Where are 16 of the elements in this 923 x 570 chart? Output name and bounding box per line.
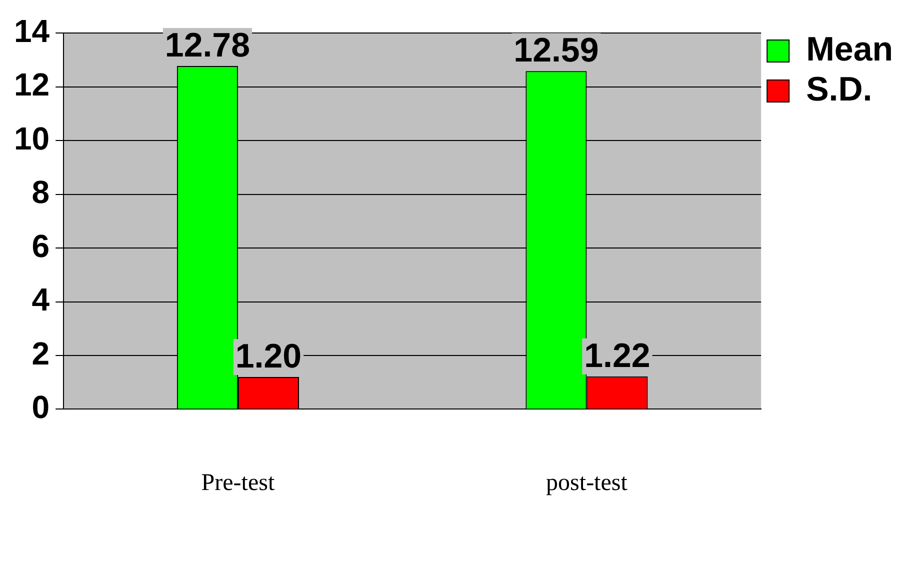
text: 12.59 (514, 31, 599, 70)
y-tick-label: 8 (32, 174, 50, 210)
y-tick-label: 4 (32, 282, 50, 318)
y-tick-label: 6 (32, 228, 50, 264)
text: 12.78 (164, 26, 250, 64)
text: 1.20 (235, 337, 302, 376)
text: 1.22 (584, 336, 650, 375)
legend-label: S.D. (806, 70, 872, 108)
legend-label: Mean (806, 30, 894, 68)
y-tick-label: 12 (14, 66, 50, 103)
x-tick-label: Pre-test (201, 470, 275, 496)
y-tick-label: 10 (14, 120, 50, 156)
y-tick-label: 14 (14, 13, 50, 50)
y-tick-label: 2 (32, 335, 50, 372)
y-tick-label: 0 (32, 389, 50, 426)
x-tick-label: post-test (546, 470, 628, 496)
